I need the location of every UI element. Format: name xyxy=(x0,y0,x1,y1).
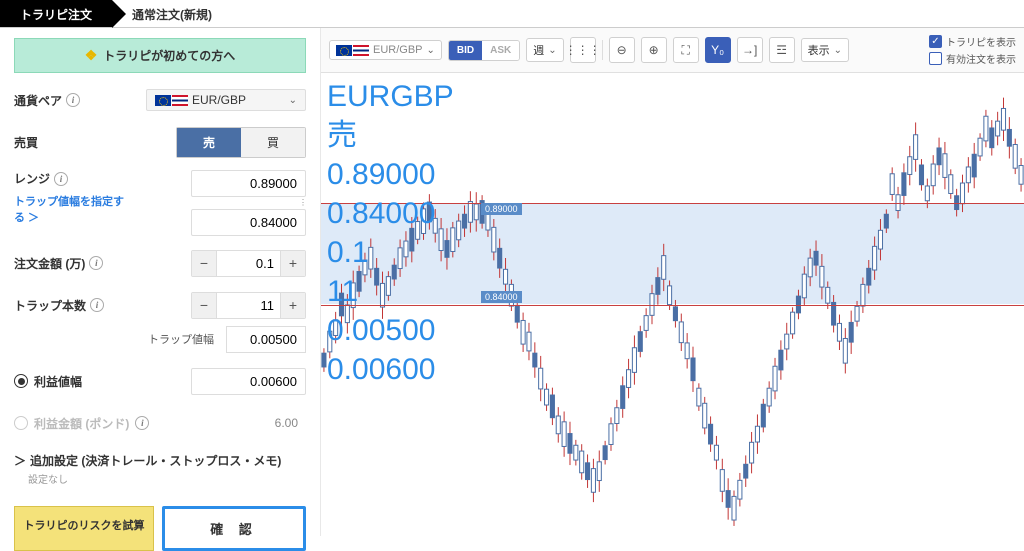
chart-pair-select[interactable]: EUR/GBP ⌄ xyxy=(329,40,442,60)
fit-icon[interactable]: ⛶ xyxy=(673,37,699,63)
bid-ask-segment: BID ASK xyxy=(448,40,520,61)
amount-stepper: − + xyxy=(191,250,306,277)
check-show-active[interactable]: 有効注文を表示 xyxy=(929,51,1016,66)
ask-button[interactable]: ASK xyxy=(482,41,519,60)
info-icon[interactable]: i xyxy=(90,298,104,312)
range-label-bottom: 0.84000 xyxy=(481,291,522,303)
traps-stepper: − + xyxy=(191,292,306,319)
trap-width-input[interactable] xyxy=(226,326,306,353)
profit-width-input[interactable] xyxy=(191,368,306,395)
buy-button[interactable]: 買 xyxy=(241,128,305,157)
tab-normal-order[interactable]: 通常注文(新規) xyxy=(112,0,232,27)
profit-amount-value: 6.00 xyxy=(267,411,306,435)
intro-button[interactable]: ❖ トラリピが初めての方へ xyxy=(14,38,306,73)
risk-calc-button[interactable]: トラリピのリスクを試算 xyxy=(14,506,154,551)
display-select[interactable]: 表示⌄ xyxy=(801,38,849,62)
confirm-button[interactable]: 確 認 xyxy=(162,506,306,551)
extra-settings-status: 設定なし xyxy=(14,471,306,486)
amount-plus[interactable]: + xyxy=(281,251,305,276)
range-dots: ⋮ xyxy=(299,199,306,207)
info-icon[interactable]: i xyxy=(135,416,149,430)
chevron-right-icon: ＞ xyxy=(14,452,26,469)
flag-eu-icon xyxy=(155,95,171,106)
checkbox-icon xyxy=(929,52,942,65)
check-show-trarepeat[interactable]: ✓トラリピを表示 xyxy=(929,34,1016,49)
intro-label: トラリピが初めての方へ xyxy=(103,47,235,64)
order-tabs: トラリピ注文 通常注文(新規) xyxy=(0,0,1024,28)
traps-minus[interactable]: − xyxy=(192,293,216,318)
label-range: レンジi xyxy=(14,170,68,187)
y-axis-icon[interactable]: Y₀ xyxy=(705,37,731,63)
leaf-icon: ❖ xyxy=(85,47,98,64)
flag-eu-icon xyxy=(336,45,352,56)
zoom-in-icon[interactable]: ⊕ xyxy=(641,37,667,63)
info-icon[interactable]: i xyxy=(89,256,103,270)
label-profit-width: 利益値幅 xyxy=(34,373,82,390)
flag-gb-icon xyxy=(172,95,188,106)
info-icon[interactable]: i xyxy=(54,172,68,186)
range-low-input[interactable] xyxy=(191,209,306,236)
traps-input[interactable] xyxy=(216,293,281,318)
checkbox-icon: ✓ xyxy=(929,35,942,48)
extra-settings-toggle[interactable]: ＞追加設定 (決済トレール・ストップロス・メモ) xyxy=(14,452,306,469)
order-form-panel: ❖ トラリピが初めての方へ 通貨ペアi EUR/GBP ⌄ 売買 売 xyxy=(0,28,320,536)
label-profit-amount: 利益金額 (ポンド) xyxy=(34,415,129,432)
label-traps: トラップ本数i xyxy=(14,297,134,314)
chevron-down-icon: ⌄ xyxy=(289,95,297,106)
zoom-out-icon[interactable]: ⊖ xyxy=(609,37,635,63)
radio-profit-amount[interactable] xyxy=(14,416,28,430)
label-side: 売買 xyxy=(14,134,134,151)
trap-width-link[interactable]: トラップ値幅を指定する ＞ xyxy=(14,193,134,225)
label-pair: 通貨ペアi xyxy=(14,92,134,109)
flag-gb-icon xyxy=(353,45,369,56)
chart-toolbar: EUR/GBP ⌄ BID ASK 週⌄ ⋮⋮⋮ ⊖ ⊕ ⛶ Y₀ →] ☲ 表… xyxy=(321,28,1024,73)
info-icon[interactable]: i xyxy=(66,93,80,107)
label-amount: 注文金額 (万)i xyxy=(14,255,134,272)
bid-button[interactable]: BID xyxy=(449,41,482,60)
range-high-input[interactable] xyxy=(191,170,306,197)
radio-profit-width[interactable] xyxy=(14,374,28,388)
chart-body[interactable]: EURGBP売0.890000.840000.1110.005000.00600… xyxy=(321,73,1024,536)
currency-pair-select[interactable]: EUR/GBP ⌄ xyxy=(146,89,306,111)
export-icon[interactable]: →] xyxy=(737,37,763,63)
chart-panel: EUR/GBP ⌄ BID ASK 週⌄ ⋮⋮⋮ ⊖ ⊕ ⛶ Y₀ →] ☲ 表… xyxy=(320,28,1024,536)
tab-trarepeat[interactable]: トラリピ注文 xyxy=(0,0,112,27)
timeframe-select[interactable]: 週⌄ xyxy=(526,38,563,62)
label-trap-width: トラップ値幅 xyxy=(148,331,220,347)
chart-settings-icon[interactable]: ☲ xyxy=(769,37,795,63)
sell-button[interactable]: 売 xyxy=(177,128,241,157)
indicators-icon[interactable]: ⋮⋮⋮ xyxy=(570,37,596,63)
traps-plus[interactable]: + xyxy=(281,293,305,318)
range-label-top: 0.89000 xyxy=(481,203,522,215)
chart-overlay-text: EURGBP売0.890000.840000.1110.005000.00600 xyxy=(327,77,454,389)
amount-input[interactable] xyxy=(216,251,281,276)
amount-minus[interactable]: − xyxy=(192,251,216,276)
side-segment: 売 買 xyxy=(176,127,306,158)
